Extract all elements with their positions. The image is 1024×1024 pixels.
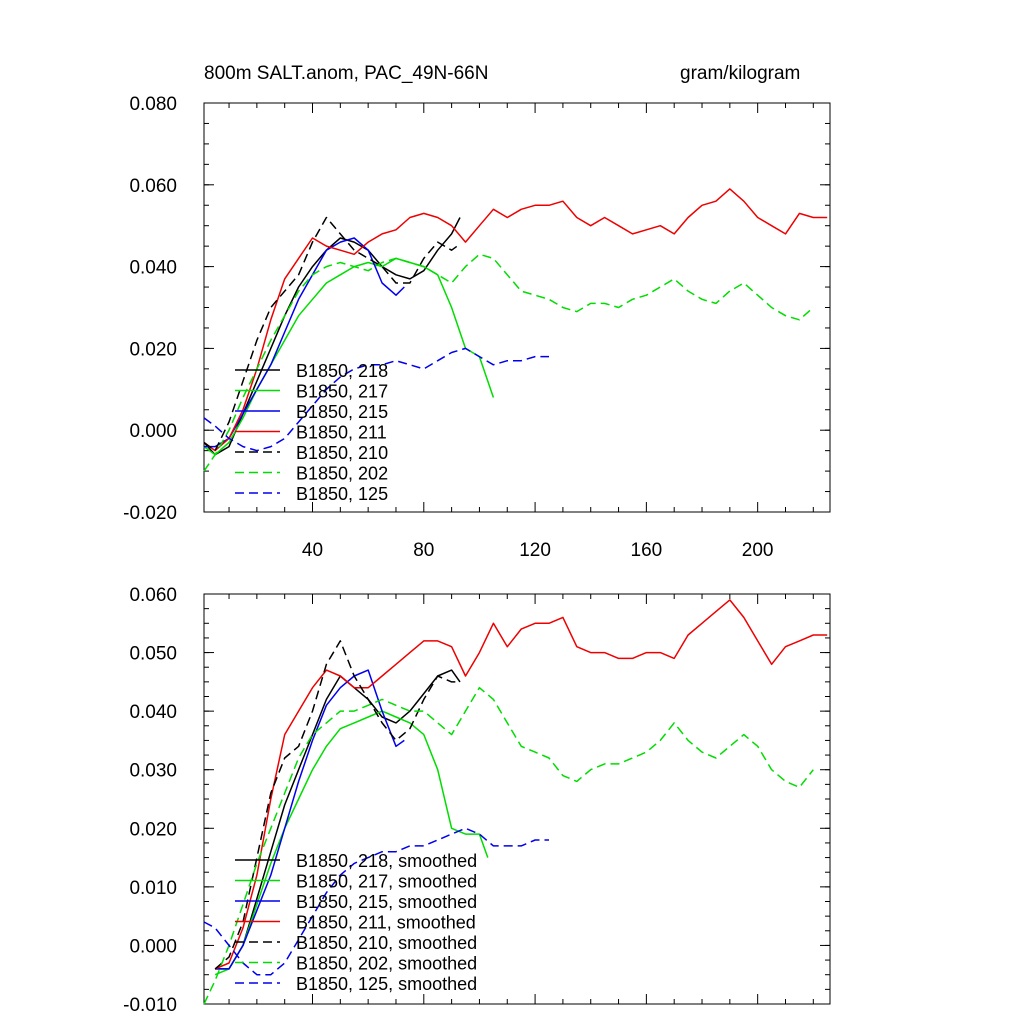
y-tick-label: 0.050	[129, 644, 177, 665]
legend-label-3: B1850, 215, smoothed	[296, 892, 477, 912]
y-tick-label: 0.020	[129, 819, 177, 840]
x-tick-label: 80	[413, 540, 434, 561]
y-tick-label: 0.020	[129, 339, 177, 360]
legend-label-1: B1850, 218, smoothed	[296, 851, 477, 871]
series-line-5	[214, 640, 458, 970]
series-line-5	[203, 216, 458, 452]
series-line-4	[203, 188, 828, 452]
y-tick-label: 0.060	[129, 176, 177, 197]
legend-label-3: B1850, 215	[296, 402, 388, 422]
legend-label-4: B1850, 211, smoothed	[296, 913, 476, 933]
legend-label-1: B1850, 218	[296, 361, 388, 381]
chart-panel-2: -0.010 0.000 0.010 0.020 0.030 0.040 0.050 0.06…	[123, 585, 831, 1016]
legend-label-5: B1850, 210	[296, 443, 388, 463]
legend-label-7: B1850, 125, smoothed	[296, 974, 477, 994]
series-line-3	[204, 237, 405, 448]
x-tick-label: 120	[519, 540, 551, 561]
legend-label-2: B1850, 217, smoothed	[296, 872, 477, 892]
series-line-2	[214, 710, 489, 976]
x-tick-label: 160	[631, 540, 663, 561]
series-line-7	[203, 827, 549, 976]
legend-label-2: B1850, 217	[296, 382, 388, 402]
legend-label-6: B1850, 202	[296, 464, 388, 484]
units-label: gram/kilogram	[680, 63, 801, 84]
y-tick-label: 0.040	[129, 258, 177, 279]
y-tick-label: 0.010	[129, 878, 177, 899]
series-line-3	[215, 669, 405, 970]
y-tick-label: 0.000	[129, 421, 177, 442]
series-line-6	[203, 253, 814, 472]
legend-label-5: B1850, 210, smoothed	[296, 933, 477, 953]
legend-label-7: B1850, 125	[296, 484, 388, 504]
y-tick-label: 0.040	[129, 702, 177, 723]
y-tick-label: 0.080	[129, 94, 177, 115]
y-tick-label: 0.030	[129, 761, 177, 782]
series-line-4	[214, 599, 828, 970]
y-tick-label: -0.010	[123, 995, 177, 1016]
y-tick-label: 0.000	[129, 936, 177, 957]
y-tick-label: 0.060	[129, 585, 177, 606]
x-tick-label: 200	[742, 540, 774, 561]
legend-label-4: B1850, 211	[296, 423, 387, 443]
y-tick-label: -0.020	[123, 503, 177, 524]
legend-label-6: B1850, 202, smoothed	[296, 954, 477, 974]
series-line-7	[203, 347, 549, 452]
x-tick-label: 40	[302, 540, 323, 561]
series-line-6	[203, 686, 814, 1005]
chart-title: 800m SALT.anom, PAC_49N-66N	[204, 63, 489, 84]
chart-panel-1: -0.020 0.000 0.020 0.040 0.060 0.080 40 80 120 16…	[123, 94, 831, 561]
